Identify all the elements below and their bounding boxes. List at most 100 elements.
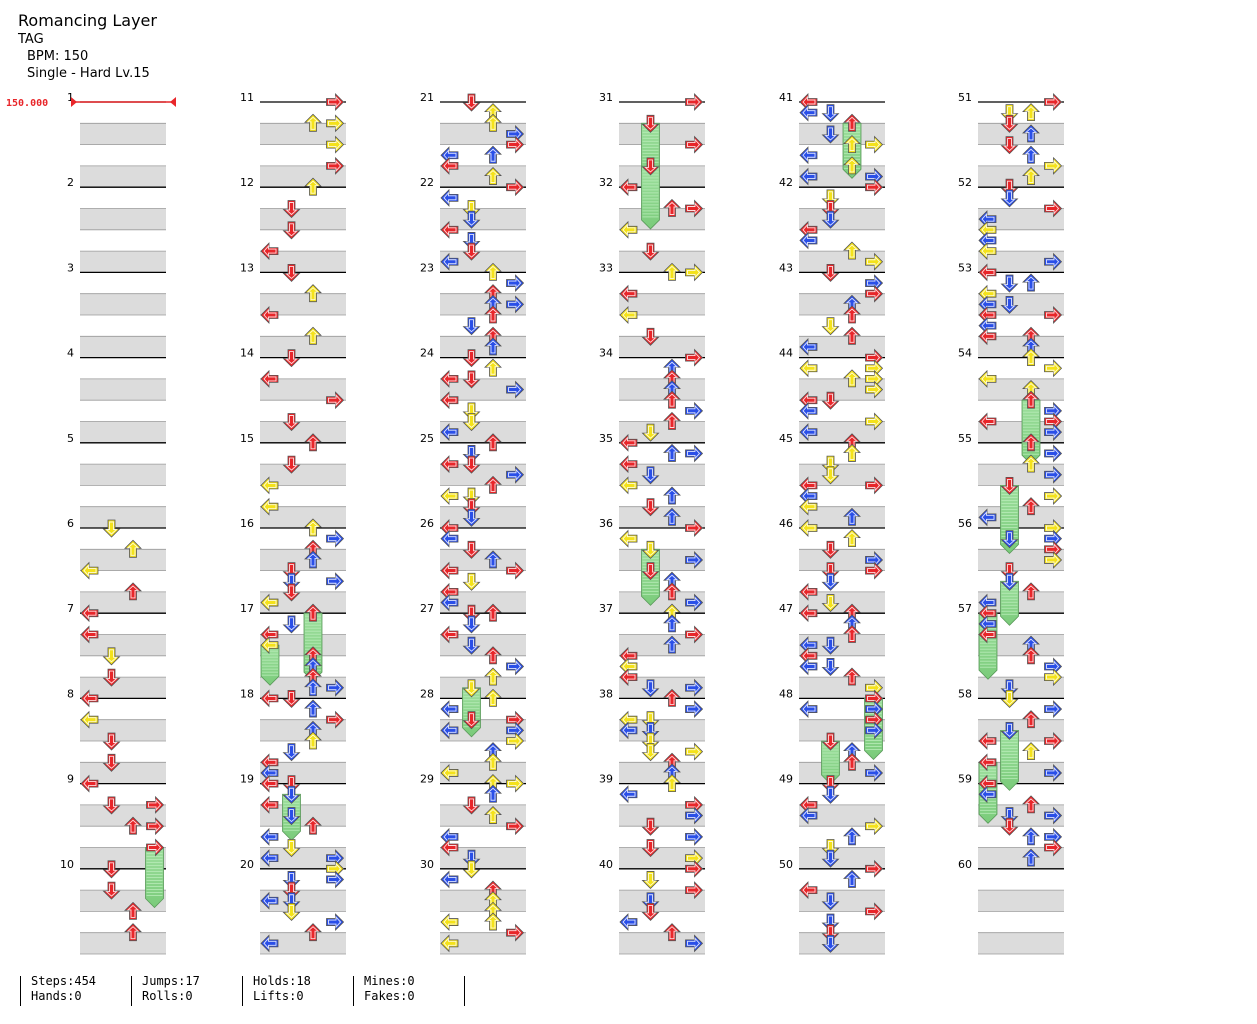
measure-number: 29 — [420, 773, 434, 786]
arrow-left-icon — [799, 582, 818, 601]
arrow-left-icon — [440, 529, 459, 548]
arrow-up-icon — [1022, 166, 1040, 185]
beat-band — [799, 251, 885, 273]
arrow-right-icon — [326, 114, 345, 133]
arrow-down-icon — [641, 721, 660, 740]
arrow-down-icon — [641, 423, 660, 442]
arrow-up-icon — [304, 678, 322, 697]
beat-band — [978, 378, 1064, 401]
measure-number: 60 — [958, 858, 972, 871]
arrow-right-icon — [685, 348, 704, 367]
arrow-right-icon — [1044, 487, 1063, 506]
beat-band — [978, 847, 1064, 869]
stats-bar: Steps:454 Hands:0 Jumps:17 Rolls:0 Holds… — [14, 974, 471, 1006]
arrow-down-icon — [462, 487, 481, 506]
arrow-down-icon — [1000, 274, 1019, 293]
song-artist: TAG — [18, 32, 44, 47]
arrow-down-icon — [1000, 476, 1019, 495]
beat-band — [619, 378, 705, 401]
arrow-right-icon — [685, 934, 704, 953]
arrow-left-icon — [260, 369, 279, 388]
arrow-down-icon — [821, 317, 840, 336]
song-title: Romancing Layer — [18, 11, 157, 30]
arrow-down-icon — [282, 583, 301, 602]
arrow-left-icon — [80, 604, 99, 623]
arrow-down-icon — [821, 839, 840, 858]
arrow-up-icon — [1022, 103, 1040, 122]
arrow-left-icon — [978, 316, 997, 335]
arrow-right-icon — [1044, 806, 1063, 825]
beat-band — [260, 251, 346, 273]
measure-number: 6 — [67, 517, 74, 530]
measure-number: 21 — [420, 91, 434, 104]
beat-band — [80, 890, 166, 912]
beat-band — [978, 123, 1064, 145]
arrow-right-icon — [685, 881, 704, 900]
arrow-right-icon — [326, 156, 345, 175]
arrow-up-icon — [484, 784, 502, 803]
arrow-down-icon — [1000, 136, 1019, 155]
arrow-left-icon — [799, 146, 818, 165]
arrow-left-icon — [619, 476, 638, 495]
arrow-right-icon — [685, 444, 704, 463]
arrow-down-icon — [1000, 530, 1019, 549]
arrow-left-icon — [978, 263, 997, 282]
beat-band — [978, 677, 1064, 699]
arrow-down-icon — [462, 498, 481, 517]
arrow-right-icon — [685, 859, 704, 878]
arrow-down-icon — [1000, 572, 1019, 591]
arrow-right-icon — [865, 359, 884, 378]
arrow-right-icon — [1044, 93, 1063, 111]
arrow-up-icon — [304, 699, 322, 718]
beat-band — [260, 932, 346, 954]
measure-number: 56 — [958, 517, 972, 530]
arrow-down-icon — [102, 668, 121, 687]
arrow-down-icon — [282, 200, 301, 219]
beat-band — [260, 165, 346, 188]
arrow-up-icon — [663, 507, 681, 526]
arrow-right-icon — [685, 700, 704, 719]
arrow-left-icon — [260, 476, 279, 495]
arrow-down-icon — [821, 892, 840, 911]
beat-band — [80, 464, 166, 486]
stat-lifts: Lifts:0 — [253, 989, 304, 1003]
arrow-up-icon — [484, 145, 502, 164]
arrow-right-icon — [685, 93, 704, 111]
arrow-right-icon — [506, 295, 525, 314]
arrow-down-icon — [641, 242, 660, 261]
arrow-right-icon — [326, 529, 345, 548]
arrow-down-icon — [462, 849, 481, 868]
beat-band — [619, 804, 705, 827]
beat-band — [440, 421, 526, 443]
arrow-down-icon — [1000, 721, 1019, 740]
arrow-down-icon — [641, 327, 660, 346]
arrow-up-icon — [1022, 433, 1040, 452]
arrow-right-icon — [685, 519, 704, 537]
arrow-down-icon — [462, 349, 481, 368]
beat-band — [978, 421, 1064, 443]
arrow-right-icon — [865, 859, 884, 878]
measure-number: 25 — [420, 432, 434, 445]
arrow-right-icon — [506, 135, 525, 154]
beat-band — [80, 251, 166, 273]
arrow-down-icon — [282, 892, 301, 911]
stat-holds: Holds:18 — [253, 974, 311, 988]
arrow-down-icon — [462, 210, 481, 229]
beat-band — [619, 251, 705, 273]
arrow-right-icon — [326, 870, 345, 889]
arrow-up-icon — [304, 326, 322, 345]
measure-number: 27 — [420, 602, 434, 615]
beat-band — [80, 677, 166, 699]
beat-band — [978, 549, 1064, 571]
arrow-down-icon — [282, 807, 301, 826]
beat-band — [80, 165, 166, 188]
measure-number: 42 — [779, 176, 793, 189]
arrow-down-icon — [821, 658, 840, 677]
arrow-left-icon — [440, 838, 459, 857]
arrow-up-icon — [843, 135, 861, 154]
arrow-down-icon — [821, 189, 840, 208]
arrow-up-icon — [663, 635, 681, 654]
arrow-left-icon — [440, 156, 459, 175]
arrow-left-icon — [799, 497, 818, 516]
measure-number: 8 — [67, 687, 74, 700]
